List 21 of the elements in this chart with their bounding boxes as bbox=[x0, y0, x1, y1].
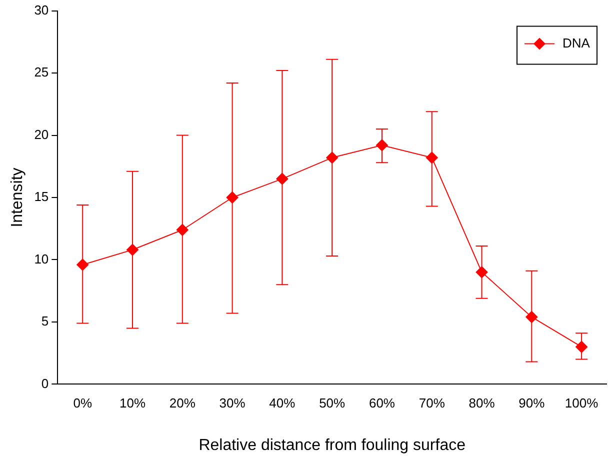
x-tick-label: 70% bbox=[418, 396, 446, 411]
x-tick-label: 10% bbox=[119, 396, 146, 411]
y-tick-label: 30 bbox=[34, 2, 49, 18]
x-tick-label: 20% bbox=[169, 396, 196, 411]
y-axis-title: Intensity bbox=[9, 168, 26, 228]
y-tick-label: 5 bbox=[41, 314, 49, 329]
x-axis-title: Relative distance from fouling surface bbox=[198, 436, 466, 454]
y-tick-label: 20 bbox=[34, 126, 49, 142]
x-tick-label: 50% bbox=[319, 396, 346, 411]
legend-label: DNA bbox=[562, 35, 590, 50]
x-tick-label: 90% bbox=[518, 396, 546, 411]
x-tick-label: 100% bbox=[564, 396, 599, 411]
y-tick-label: 10 bbox=[34, 251, 49, 266]
x-tick-label: 60% bbox=[368, 396, 396, 411]
y-tick-label: 25 bbox=[34, 64, 49, 80]
y-tick-label: 0 bbox=[41, 376, 49, 391]
x-tick-label: 80% bbox=[468, 396, 496, 411]
x-tick-label: 0% bbox=[73, 396, 92, 411]
x-tick-label: 40% bbox=[269, 396, 296, 411]
x-tick-label: 30% bbox=[219, 396, 246, 411]
y-tick-label: 15 bbox=[34, 189, 49, 204]
